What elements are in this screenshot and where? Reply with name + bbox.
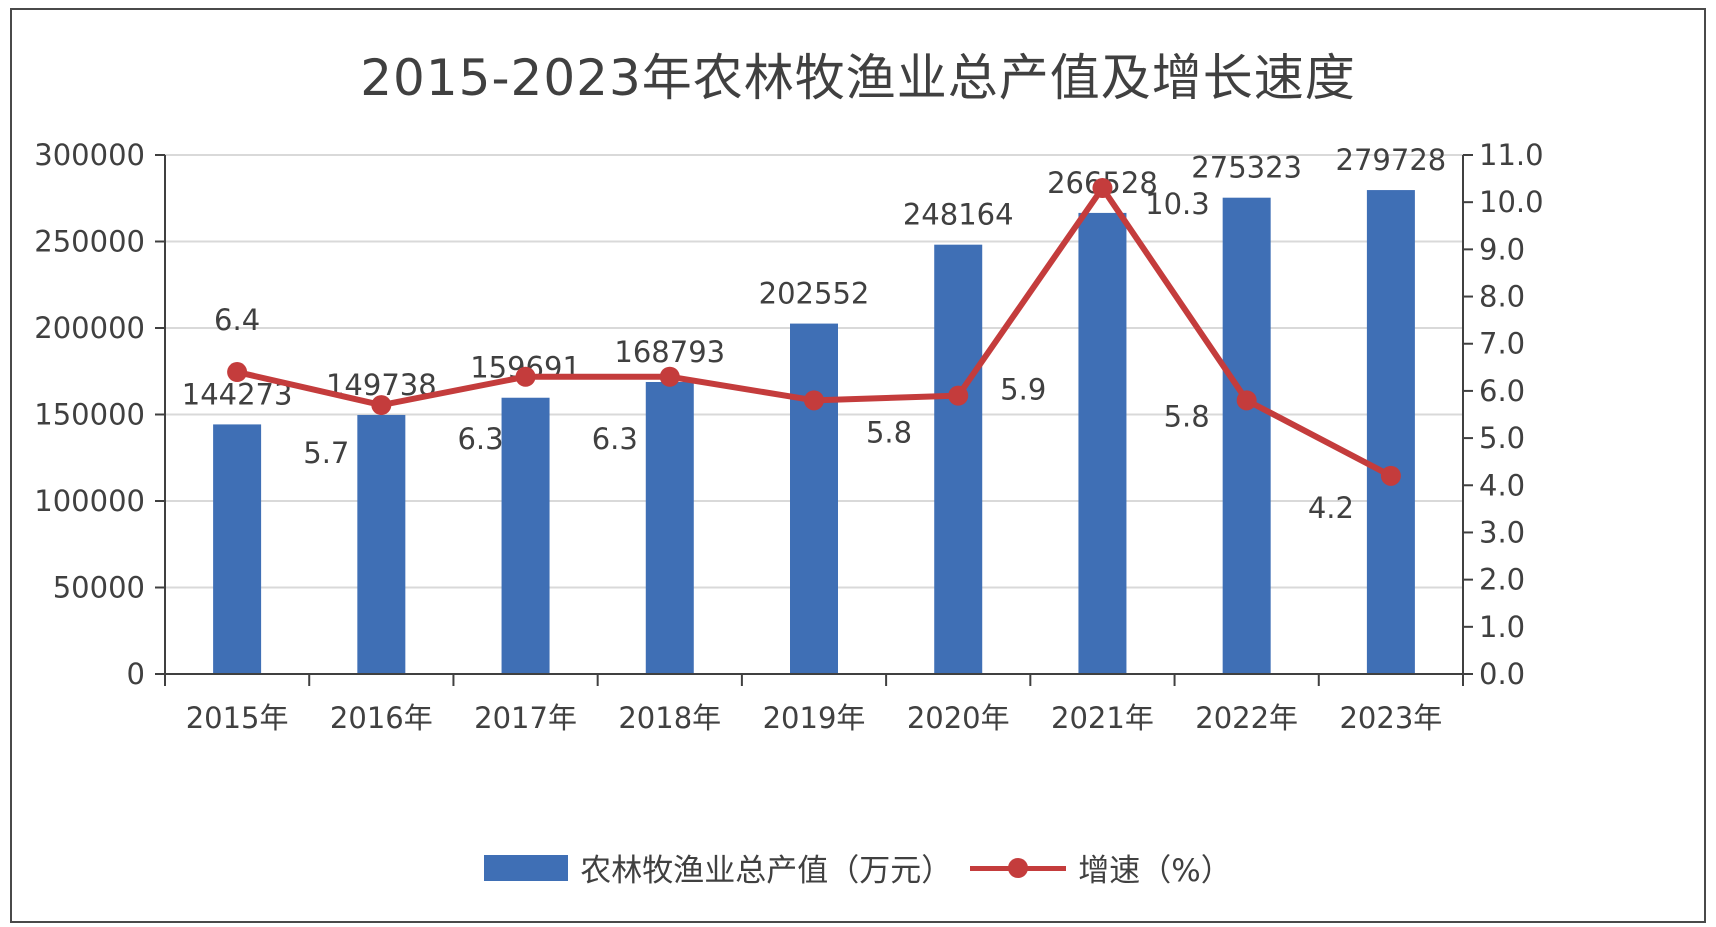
y-right-tick-label: 6.0 [1479,374,1525,408]
growth-point [1236,390,1257,411]
y-left-tick-label: 50000 [53,571,145,605]
bar-value-label: 248164 [903,198,1014,232]
y-left-tick-label: 200000 [34,311,145,345]
x-tick-label: 2017年 [474,701,577,735]
y-right-tick-label: 5.0 [1479,421,1525,455]
growth-value-label: 6.3 [592,422,638,456]
bar-value-label: 275323 [1191,151,1302,185]
growth-point [948,385,969,406]
bar [790,323,838,674]
x-tick-label: 2022年 [1195,701,1298,735]
x-tick-label: 2016年 [330,701,433,735]
y-right-tick-label: 11.0 [1479,138,1544,172]
y-right-tick-label: 9.0 [1479,232,1525,266]
x-tick-label: 2023年 [1339,701,1442,735]
y-right-tick-label: 1.0 [1479,610,1525,644]
y-right-tick-label: 8.0 [1479,280,1525,314]
growth-value-label: 10.3 [1145,187,1210,221]
y-left-tick-label: 300000 [34,138,145,172]
growth-point [1380,465,1401,486]
bar-value-label: 202552 [759,277,870,311]
growth-point [371,395,392,416]
growth-point [1092,178,1113,199]
growth-point [515,366,536,387]
growth-point [804,390,824,411]
bar-value-label: 168793 [614,335,725,369]
growth-value-label: 5.7 [303,436,349,470]
chart-frame [10,8,1706,923]
y-left-tick-label: 150000 [34,398,145,432]
chart-title: 2015-2023年农林牧渔业总产值及增长速度 [360,49,1356,107]
y-left-tick-label: 250000 [34,225,145,259]
growth-value-label: 6.4 [214,303,260,337]
legend: 农林牧渔业总产值（万元） 增速（%） [0,845,1716,890]
bar [1078,212,1127,674]
growth-value-label: 5.8 [1164,399,1210,433]
legend-item-growth: 增速（%） [970,845,1232,890]
y-right-tick-label: 10.0 [1479,185,1544,219]
legend-label-growth: 增速（%） [1078,853,1232,889]
y-right-tick-label: 2.0 [1479,563,1525,597]
bar [357,414,406,674]
x-tick-label: 2020年 [907,701,1010,735]
y-right-tick-label: 7.0 [1479,327,1525,361]
growth-point [227,362,248,383]
bar [501,397,550,674]
bar [213,424,262,674]
x-tick-label: 2019年 [763,701,866,735]
y-right-tick-label: 0.0 [1479,657,1525,691]
y-left-tick-label: 100000 [34,484,145,518]
x-tick-label: 2018年 [618,701,721,735]
bar [1366,190,1415,674]
legend-swatch-bar [484,854,569,881]
legend-item-output: 农林牧渔业总产值（万元） [484,845,952,890]
bar [934,244,983,675]
y-left-tick-label: 0 [127,657,145,691]
bar [645,381,694,674]
x-tick-label: 2021年 [1051,701,1154,735]
legend-swatch-line [970,855,1067,881]
growth-point [659,366,680,387]
growth-value-label: 4.2 [1308,491,1354,525]
x-tick-label: 2015年 [186,701,289,735]
y-right-tick-label: 4.0 [1479,468,1525,502]
growth-value-label: 5.9 [1000,373,1046,407]
bar [1222,197,1271,674]
y-right-tick-label: 3.0 [1479,515,1525,549]
bar-value-label: 279728 [1336,143,1447,177]
legend-label-output: 农林牧渔业总产值（万元） [580,853,953,889]
growth-value-label: 5.8 [866,415,912,449]
growth-value-label: 6.3 [457,422,503,456]
